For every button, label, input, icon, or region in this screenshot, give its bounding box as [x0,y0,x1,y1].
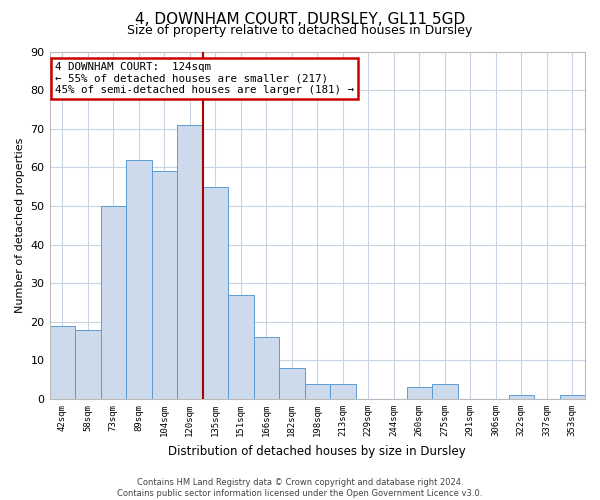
Bar [101,206,126,399]
Bar [560,395,585,399]
Bar [177,125,203,399]
Bar [152,171,177,399]
X-axis label: Distribution of detached houses by size in Dursley: Distribution of detached houses by size … [169,444,466,458]
Text: Size of property relative to detached houses in Dursley: Size of property relative to detached ho… [127,24,473,37]
Bar [228,295,254,399]
Bar [305,384,330,399]
Bar [75,330,101,399]
Bar [279,368,305,399]
Bar [330,384,356,399]
Bar [432,384,458,399]
Text: 4, DOWNHAM COURT, DURSLEY, GL11 5GD: 4, DOWNHAM COURT, DURSLEY, GL11 5GD [135,12,465,28]
Text: 4 DOWNHAM COURT:  124sqm
← 55% of detached houses are smaller (217)
45% of semi-: 4 DOWNHAM COURT: 124sqm ← 55% of detache… [55,62,354,95]
Bar [203,186,228,399]
Bar [407,388,432,399]
Y-axis label: Number of detached properties: Number of detached properties [15,138,25,313]
Bar [50,326,75,399]
Text: Contains HM Land Registry data © Crown copyright and database right 2024.
Contai: Contains HM Land Registry data © Crown c… [118,478,482,498]
Bar [509,395,534,399]
Bar [126,160,152,399]
Bar [254,338,279,399]
